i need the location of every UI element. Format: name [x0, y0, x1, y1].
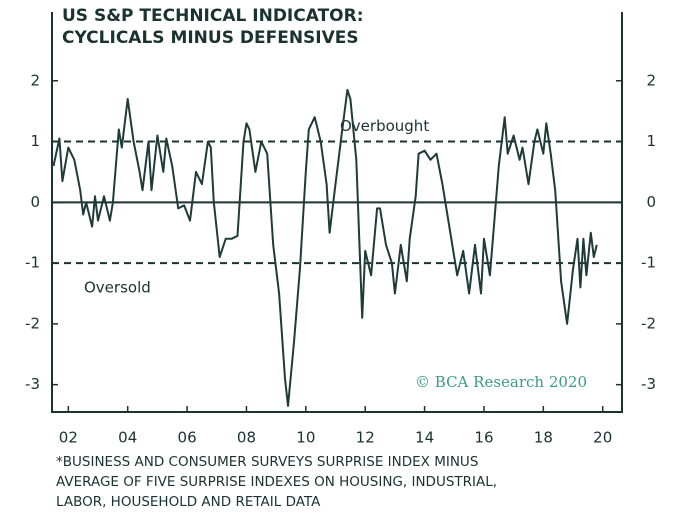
- footnote-line: LABOR, HOUSEHOLD AND RETAIL DATA: [56, 494, 321, 510]
- source: © BCA Research 2020: [415, 373, 587, 391]
- reference-label: Overbought: [340, 117, 429, 135]
- y2-tick-label: -2: [641, 314, 656, 332]
- x-tick-label: 18: [534, 429, 553, 447]
- y-tick-label: -2: [25, 314, 40, 332]
- chart-title-line: CYCLICALS MINUS DEFENSIVES: [62, 28, 359, 48]
- y-tick-label: -3: [25, 375, 40, 393]
- y2-tick-label: 1: [646, 132, 656, 150]
- y2-tick-label: 0: [646, 193, 656, 211]
- y2-tick-label: -3: [641, 375, 656, 393]
- reference-label: Oversold: [84, 279, 151, 297]
- footnote-line: *BUSINESS AND CONSUMER SURVEYS SURPRISE …: [56, 454, 478, 470]
- x-tick-label: 12: [356, 429, 375, 447]
- x-tick-label: 04: [118, 429, 137, 447]
- y-tick-label: 2: [30, 71, 40, 89]
- x-tick-label: 20: [593, 429, 612, 447]
- chart-title-line: US S&P TECHNICAL INDICATOR:: [62, 6, 364, 26]
- footnote-line: AVERAGE OF FIVE SURPRISE INDEXES ON HOUS…: [56, 474, 497, 490]
- x-tick-label: 10: [296, 429, 315, 447]
- x-tick-label: 02: [59, 429, 78, 447]
- y-tick-label: 0: [30, 193, 40, 211]
- x-tick-label: 14: [415, 429, 434, 447]
- data-line: [52, 88, 598, 407]
- y-tick-label: 1: [30, 132, 40, 150]
- x-tick-label: 16: [474, 429, 493, 447]
- y2-tick-label: -1: [641, 254, 656, 272]
- y2-tick-label: 2: [646, 71, 656, 89]
- x-tick-label: 06: [178, 429, 197, 447]
- plot-frame: [51, 12, 623, 413]
- x-tick-label: 08: [237, 429, 256, 447]
- y-tick-label: -1: [25, 254, 40, 272]
